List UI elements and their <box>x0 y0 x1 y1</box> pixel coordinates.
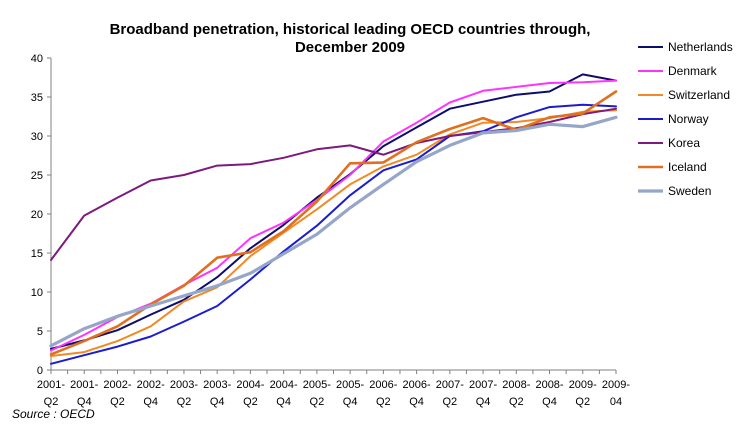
y-tick-label: 35 <box>31 92 43 104</box>
legend-label-sweden: Sweden <box>668 184 711 198</box>
x-tick-label-year: 2005- <box>303 379 331 391</box>
x-tick-label-year: 2003- <box>203 379 231 391</box>
source-label: Source <box>12 407 50 421</box>
x-tick-label-quarter: Q2 <box>442 396 457 408</box>
x-tick-label-quarter: Q4 <box>210 396 225 408</box>
x-tick-label-quarter: Q2 <box>110 396 125 408</box>
x-tick-label-year: 2008- <box>535 379 563 391</box>
y-tick-label: 30 <box>31 131 43 143</box>
x-tick-label-quarter: Q4 <box>409 396 424 408</box>
x-tick-label-quarter: Q2 <box>376 396 391 408</box>
legend-label-switzerland: Switzerland <box>668 88 730 102</box>
legend: Netherlands Denmark Switzerland Norway Korea… <box>638 40 733 198</box>
y-tick-label: 5 <box>37 326 43 338</box>
legend-label-denmark: Denmark <box>668 64 718 78</box>
source-value: : OECD <box>53 407 95 421</box>
y-tick-label: 20 <box>31 209 43 221</box>
x-tick-label-year: 2006- <box>369 379 397 391</box>
y-axis: 0 5 10 15 20 25 30 35 40 <box>31 53 52 377</box>
x-tick-label-year: 2005- <box>336 379 364 391</box>
x-tick-label-year: 2002- <box>137 379 165 391</box>
series-line-norway <box>50 103 617 365</box>
y-tick-label: 25 <box>31 170 43 182</box>
y-tick-label: 10 <box>31 287 43 299</box>
x-tick-label-year: 2001- <box>70 379 98 391</box>
x-tick-label-quarter: Q2 <box>310 396 325 408</box>
x-tick-label-year: 2004- <box>270 379 298 391</box>
x-tick-label-quarter: Q4 <box>542 396 557 408</box>
chart-title-line-2: December 2009 <box>295 39 405 56</box>
x-tick-label-quarter: Q4 <box>476 396 491 408</box>
legend-label-norway: Norway <box>668 112 709 126</box>
chart-title-line-1: Broadband penetration, historical leadin… <box>110 21 591 38</box>
x-tick-label-year: 2002- <box>103 379 131 391</box>
x-tick-label-quarter: Q2 <box>177 396 192 408</box>
source-note: Source : OECD <box>12 407 95 421</box>
x-tick-label-year: 2008- <box>502 379 530 391</box>
x-tick-label-year: 2009- <box>602 379 630 391</box>
x-tick-label-year: 2006- <box>403 379 431 391</box>
x-tick-label-quarter: Q2 <box>243 396 258 408</box>
x-tick-label-quarter: Q2 <box>575 396 590 408</box>
legend-label-netherlands: Netherlands <box>668 40 733 54</box>
x-tick-label-quarter: 04 <box>610 396 622 408</box>
x-tick-label-quarter: Q4 <box>77 396 92 408</box>
series-line-denmark <box>50 79 617 352</box>
x-tick-label-year: 2004- <box>236 379 264 391</box>
series-line-netherlands <box>50 73 617 350</box>
x-axis: 2001- Q2 2001- Q4 2002- Q2 2002- Q4 2003- Q2 2003-… <box>37 369 630 408</box>
series-line-switzerland <box>50 109 617 357</box>
y-tick-label: 15 <box>31 248 43 260</box>
x-tick-label-quarter: Q2 <box>509 396 524 408</box>
x-tick-label-quarter: Q4 <box>343 396 358 408</box>
y-tick-label: 0 <box>37 365 43 377</box>
x-tick-label-year: 2001- <box>37 379 65 391</box>
x-tick-label-quarter: Q4 <box>276 396 291 408</box>
x-tick-label-quarter: Q4 <box>143 396 158 408</box>
legend-label-korea: Korea <box>668 136 700 150</box>
x-tick-label-year: 2009- <box>569 379 597 391</box>
series-line-sweden <box>49 115 618 348</box>
x-tick-label-year: 2007- <box>436 379 464 391</box>
x-tick-label-year: 2003- <box>170 379 198 391</box>
series-lines <box>49 73 618 365</box>
x-tick-label-quarter: Q2 <box>44 396 59 408</box>
y-tick-label: 40 <box>31 53 43 65</box>
x-tick-label-year: 2007- <box>469 379 497 391</box>
legend-label-iceland: Iceland <box>668 160 707 174</box>
